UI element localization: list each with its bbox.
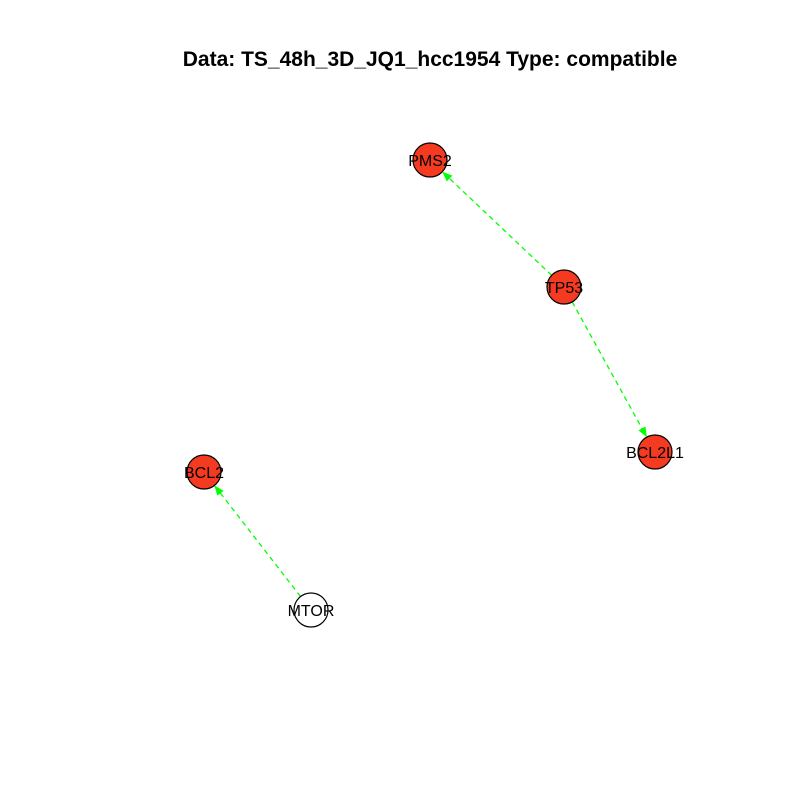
node-circle-pms2 bbox=[412, 142, 448, 178]
nodes-layer: PMS2 TP53 BCL2L1 BCL2 MTOR bbox=[184, 142, 684, 628]
diagram-title: Data: TS_48h_3D_JQ1_hcc1954 Type: compat… bbox=[182, 48, 678, 71]
edge-tp53-pms2 bbox=[442, 171, 553, 276]
node-circle-mtor bbox=[293, 592, 329, 628]
node-label-bcl2l1: BCL2L1 bbox=[626, 445, 684, 462]
node-tp53: TP53 bbox=[545, 269, 583, 305]
node-circle-bcl2 bbox=[186, 454, 222, 490]
node-bcl2l1: BCL2L1 bbox=[626, 434, 684, 470]
node-circle-bcl2l1 bbox=[637, 434, 673, 470]
node-label-tp53: TP53 bbox=[545, 280, 583, 297]
node-mtor: MTOR bbox=[288, 592, 335, 628]
node-label-bcl2: BCL2 bbox=[184, 465, 224, 482]
node-label-pms2: PMS2 bbox=[408, 153, 452, 170]
node-label-mtor: MTOR bbox=[288, 603, 335, 620]
edges-layer bbox=[214, 171, 647, 597]
edge-tp53-bcl2l1 bbox=[571, 301, 647, 438]
node-circle-tp53 bbox=[546, 269, 582, 305]
node-bcl2: BCL2 bbox=[184, 454, 224, 490]
edge-mtor-bcl2 bbox=[214, 485, 302, 597]
node-pms2: PMS2 bbox=[408, 142, 452, 178]
